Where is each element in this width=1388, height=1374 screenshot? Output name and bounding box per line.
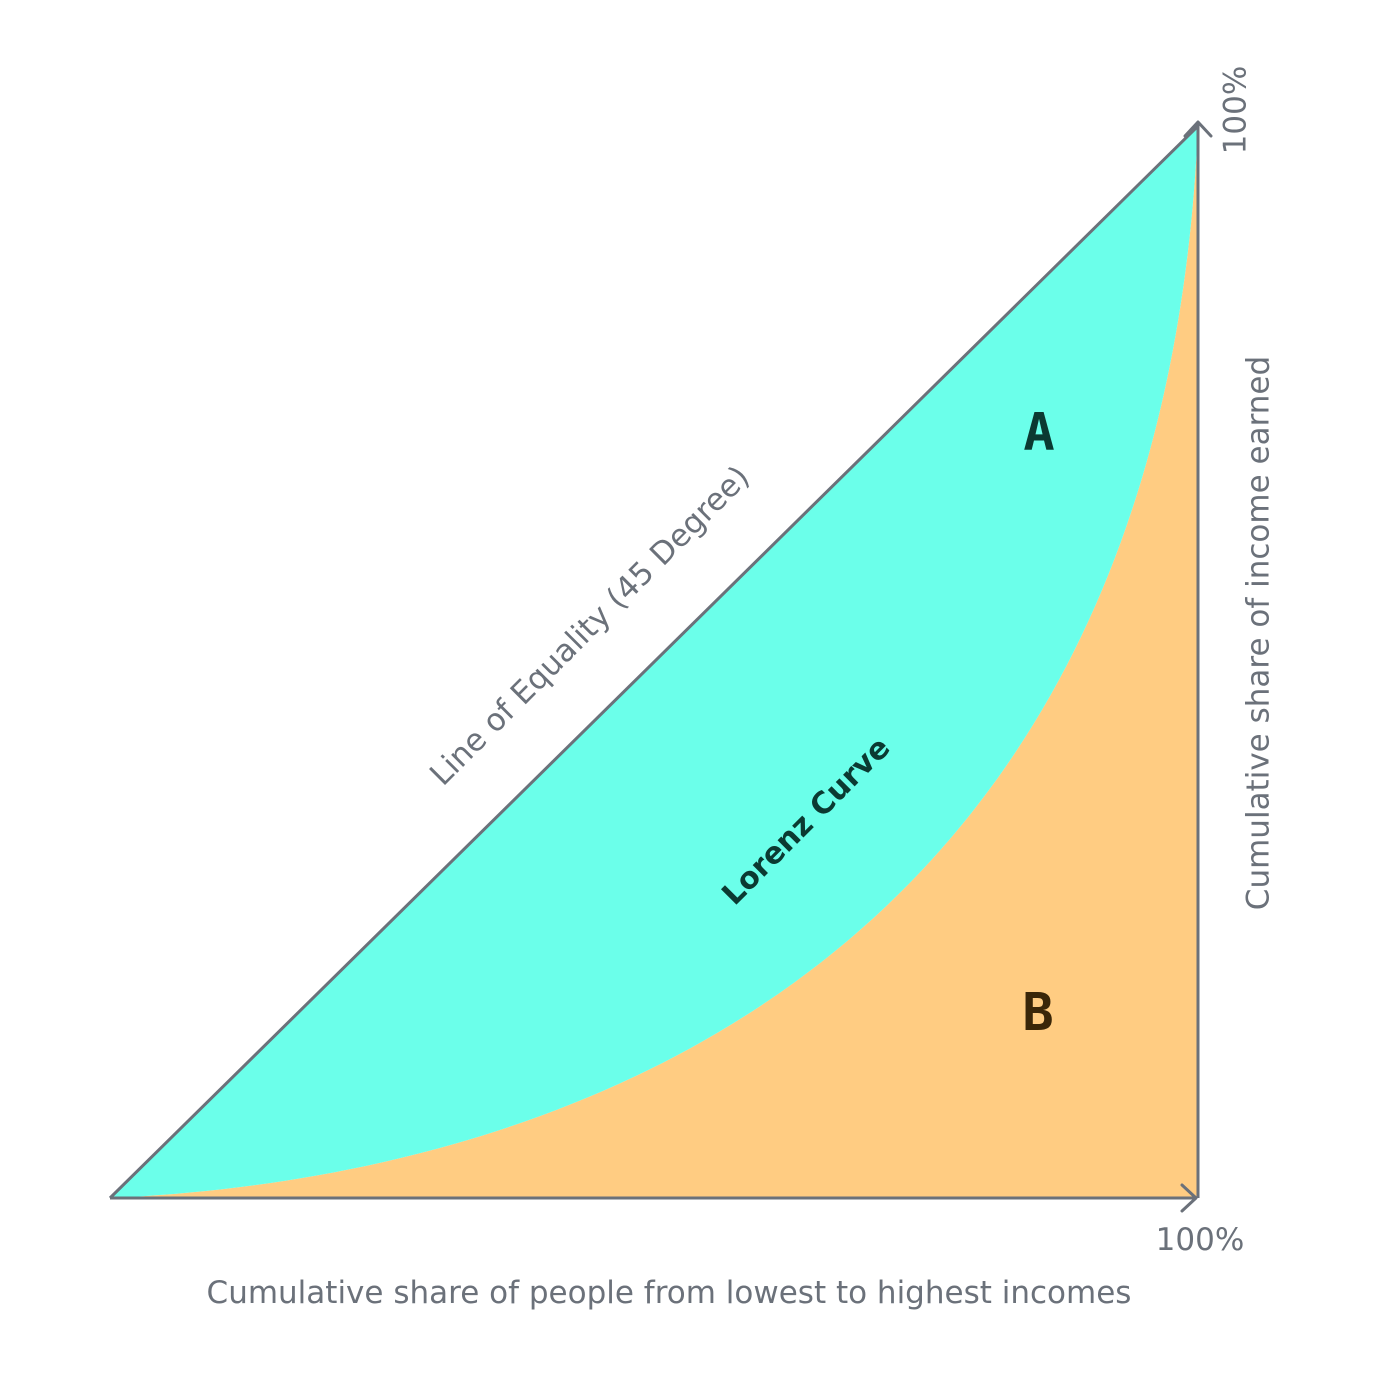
region-b-area <box>110 126 1198 1198</box>
x-axis-arrow-icon <box>1180 1183 1198 1213</box>
y-axis-end-label: 100% <box>1218 66 1254 155</box>
equality-line <box>108 124 1200 1200</box>
region-b-label: B <box>1022 983 1053 1043</box>
y-axis-arrow-icon <box>1183 120 1213 138</box>
x-axis-end-label: 100% <box>1156 1222 1245 1258</box>
region-a-label: A <box>1023 403 1054 463</box>
x-axis-title: Cumulative share of people from lowest t… <box>207 1275 1132 1311</box>
y-axis-title: Cumulative share of income earned <box>1241 356 1277 910</box>
